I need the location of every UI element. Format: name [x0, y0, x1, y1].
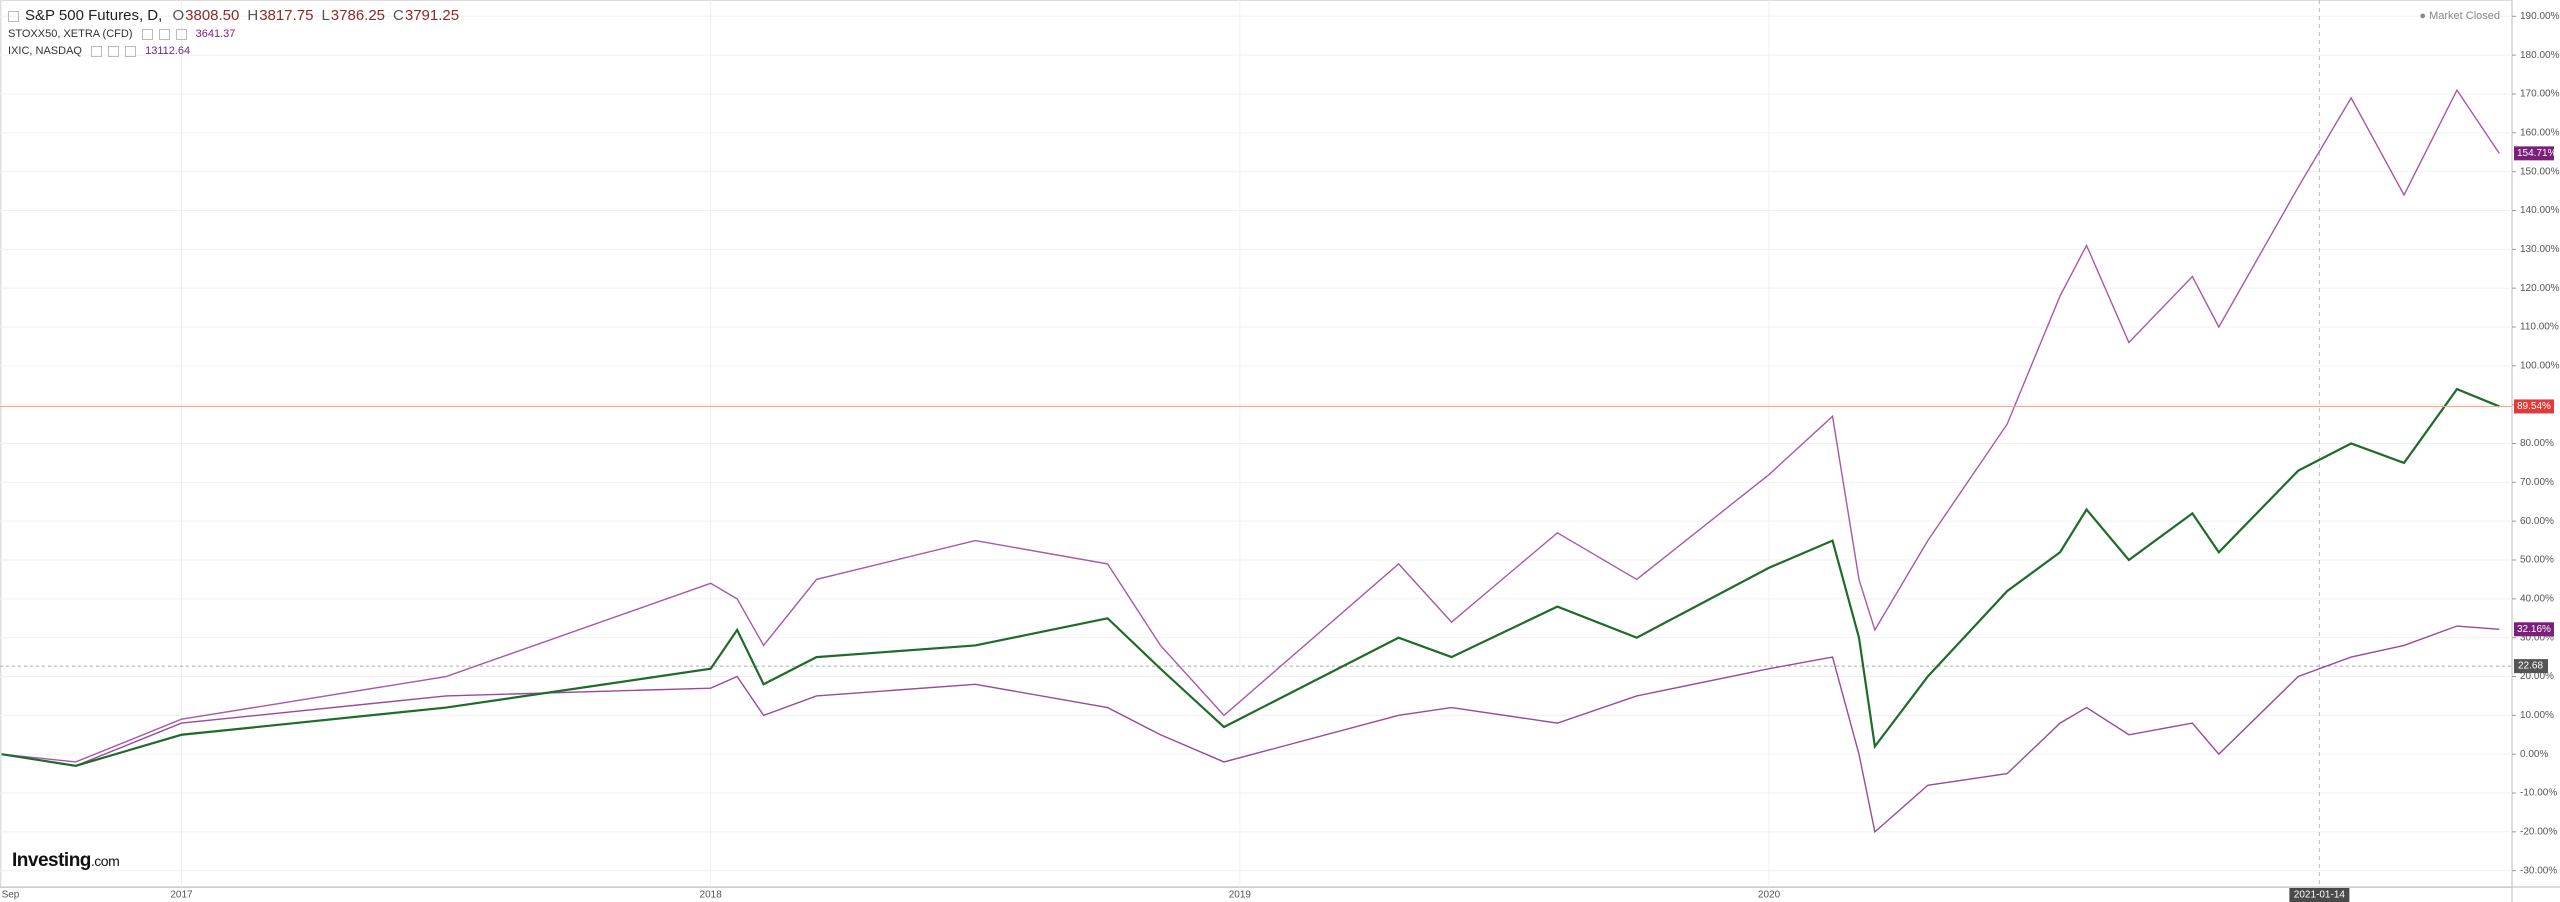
ohlc-value: 3817.75	[259, 7, 314, 24]
value-label-box	[2514, 399, 2554, 414]
y-tick-label: 70.00%	[2520, 477, 2554, 488]
price-box	[2514, 659, 2548, 674]
y-tick-label: 170.00%	[2520, 89, 2560, 100]
y-tick-label: 100.00%	[2520, 360, 2560, 371]
status-text: Market Closed	[2429, 10, 2500, 22]
y-tick-label: 40.00%	[2520, 593, 2554, 604]
ohlc-label: O	[172, 7, 185, 24]
x-tick-label: 2017	[170, 890, 193, 901]
y-tick-label: 20.00%	[2520, 671, 2554, 682]
y-tick-label: 30.00%	[2520, 632, 2554, 643]
header-main: S&P 500 Futures, D, O3808.50 H3817.75 L378…	[8, 7, 473, 24]
y-tick-label: 190.00%	[2520, 11, 2560, 22]
ohlc: O3808.50 H3817.75 L3786.25 C3791.25	[172, 7, 467, 24]
y-tick-label: -20.00%	[2520, 826, 2557, 837]
series-name: IXIC, NASDAQ	[8, 45, 82, 57]
market-status: ● Market Closed	[2419, 10, 2500, 22]
y-tick-label: 120.00%	[2520, 283, 2560, 294]
x-tick-label: 2019	[1229, 890, 1252, 901]
ohlc-value: 3786.25	[330, 7, 386, 24]
series-line	[1, 88, 2500, 763]
x-tick-label: Sep	[2, 890, 20, 901]
series-line	[1, 387, 2500, 767]
crosshair-label: 2021-01-14	[2294, 890, 2346, 901]
series-name: STOXX50, XETRA (CFD)	[8, 28, 133, 40]
y-tick-label: 180.00%	[2520, 50, 2560, 61]
ohlc-label: L	[321, 7, 330, 24]
y-tick-label: -10.00%	[2520, 788, 2557, 799]
x-tick-label: 2020	[1758, 890, 1781, 901]
logo-text: Investing	[12, 850, 91, 871]
last-price: 3641.37	[195, 28, 236, 40]
y-tick-label: 10.00%	[2520, 710, 2554, 721]
y-tick-label: 110.00%	[2520, 322, 2559, 333]
y-tick-label: 150.00%	[2520, 166, 2560, 177]
ohlc-label: C	[393, 7, 404, 24]
last-price: 13112.64	[145, 45, 191, 57]
header-stoxx: STOXX50, XETRA (CFD) 3641.37	[8, 28, 241, 40]
x-tick-label: 2018	[700, 890, 723, 901]
header-nasdaq: IXIC, NASDAQ 13112.64	[8, 45, 196, 57]
y-tick-label: 0.00%	[2520, 749, 2548, 760]
value-label-box	[2514, 146, 2554, 161]
y-tick-label: 60.00%	[2520, 516, 2554, 527]
value-label: 154.71%	[2517, 148, 2557, 159]
y-tick-label: -30.00%	[2520, 865, 2557, 876]
y-tick-label: 80.00%	[2520, 438, 2554, 449]
y-tick-label: 130.00%	[2520, 244, 2560, 255]
ohlc-value: 3791.25	[404, 7, 460, 24]
y-tick-label: 160.00%	[2520, 127, 2560, 138]
logo: Investing.com	[12, 850, 120, 872]
value-label-box	[2514, 622, 2554, 637]
logo-suffix: .com	[90, 853, 120, 869]
y-tick-label: 140.00%	[2520, 205, 2560, 216]
value-label: 32.16%	[2517, 624, 2551, 635]
y-tick-label: 50.00%	[2520, 555, 2554, 566]
main-symbol: S&P 500 Futures, D,	[25, 7, 163, 24]
crosshair-box	[2289, 888, 2350, 902]
ohlc-value: 3808.50	[185, 7, 240, 24]
series-line	[1, 625, 2500, 834]
ohlc-label: H	[247, 7, 259, 24]
price-label: 22.68	[2518, 661, 2543, 672]
value-label: 89.54%	[2517, 401, 2551, 412]
